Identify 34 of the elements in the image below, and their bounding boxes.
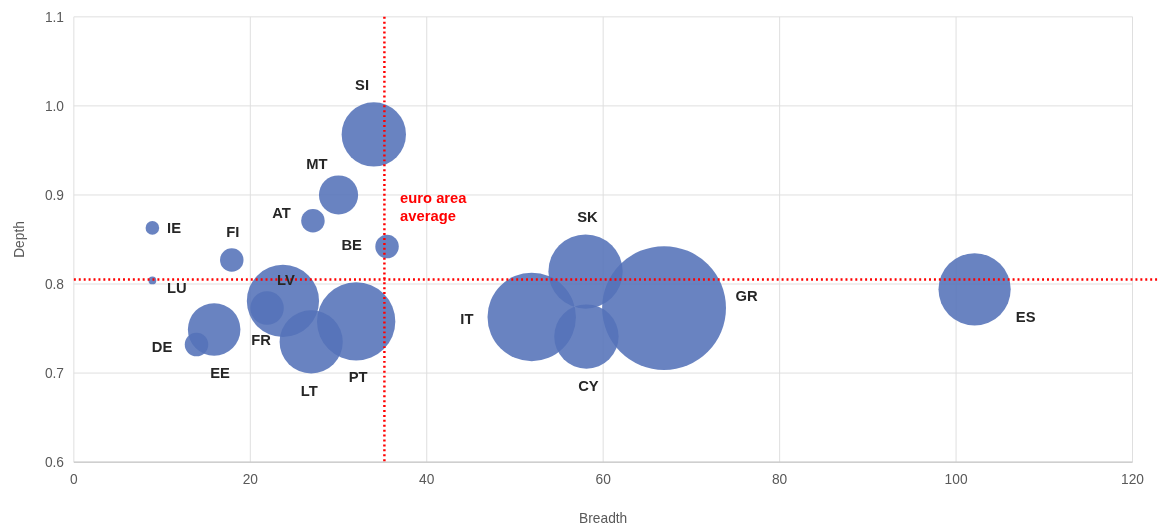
y-tick-label: 1.0	[44, 98, 65, 114]
y-tick-label: 1.1	[44, 9, 65, 25]
x-tick-label: 60	[595, 471, 612, 487]
y-tick-label: 0.6	[44, 455, 65, 471]
annotation: DE	[151, 339, 173, 356]
x-tick-label: 20	[242, 471, 259, 487]
annotation: SI	[355, 77, 369, 94]
annotation: CY	[578, 377, 599, 394]
x-tick-label: 40	[419, 471, 435, 487]
annotation: FR	[251, 332, 272, 349]
y-tick-label: 0.9	[44, 187, 65, 203]
annotation: EE	[210, 364, 231, 381]
x-tick-label: 100	[944, 471, 968, 487]
ref-line-label: euro area average	[400, 189, 468, 224]
annotation: SK	[577, 209, 599, 226]
annotation: ES	[1015, 308, 1036, 325]
y-axis-title: Depth	[11, 221, 27, 258]
x-axis-title: Breadth	[579, 511, 628, 527]
y-tick-label: 0.7	[44, 365, 65, 381]
annotation: IE	[167, 219, 182, 236]
annotation: FI	[226, 224, 240, 241]
annotation: PT	[348, 369, 368, 386]
x-tick-label: 120	[1121, 471, 1145, 487]
y-tick-label: 0.8	[44, 276, 65, 292]
annotation: BE	[341, 236, 363, 253]
annotation: IT	[460, 310, 474, 327]
x-tick-label: 80	[771, 471, 788, 487]
annotation: AT	[272, 204, 291, 221]
annotation: LV	[277, 272, 295, 289]
annotation: LT	[300, 382, 318, 399]
annotation: LU	[167, 280, 187, 297]
x-tick-label: 0	[70, 471, 79, 487]
annotation: GR	[735, 288, 759, 305]
annotation: MT	[306, 156, 328, 173]
